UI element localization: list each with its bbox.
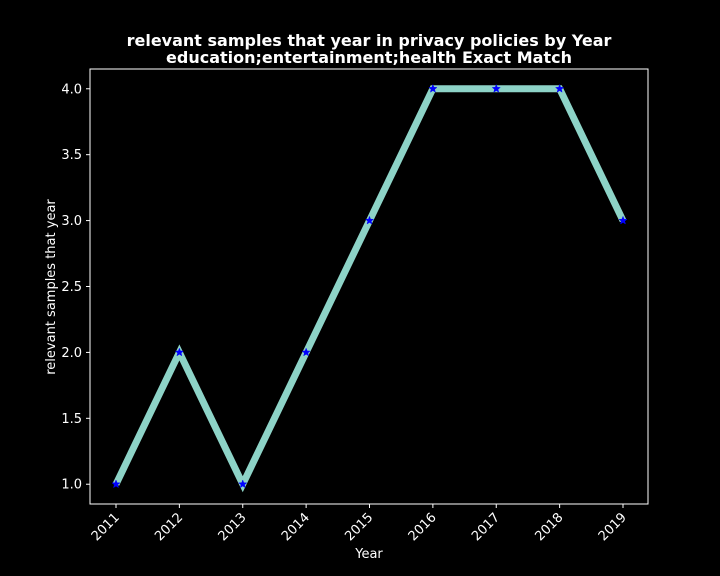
data-point-star	[618, 215, 628, 225]
y-tick-label: 1.5	[61, 412, 82, 427]
data-point-star	[364, 215, 375, 225]
data-point-star	[111, 479, 121, 489]
y-tick-label: 1.0	[61, 478, 82, 493]
series-layer	[111, 83, 628, 493]
data-point-star	[554, 83, 565, 93]
data-point-star	[301, 347, 311, 357]
chart-subtitle: education;entertainment;health Exact Mat…	[166, 48, 572, 67]
y-axis: 1.0 1.5 2.0 2.5 3.0 3.5 4.0	[61, 82, 90, 493]
y-tick-label: 4.0	[61, 82, 82, 97]
data-point-star	[428, 83, 438, 93]
y-axis-label: relevant samples that year	[44, 199, 59, 375]
y-tick-label: 3.5	[61, 148, 82, 163]
y-tick-label: 2.0	[61, 346, 82, 361]
y-tick-label: 3.0	[61, 214, 82, 229]
chart-title: relevant samples that year in privacy po…	[127, 31, 612, 50]
x-axis-label: Year	[354, 547, 383, 562]
data-point-star	[174, 347, 185, 357]
y-tick-label: 2.5	[61, 280, 82, 295]
data-point-star	[238, 479, 248, 489]
data-point-star	[491, 83, 501, 93]
